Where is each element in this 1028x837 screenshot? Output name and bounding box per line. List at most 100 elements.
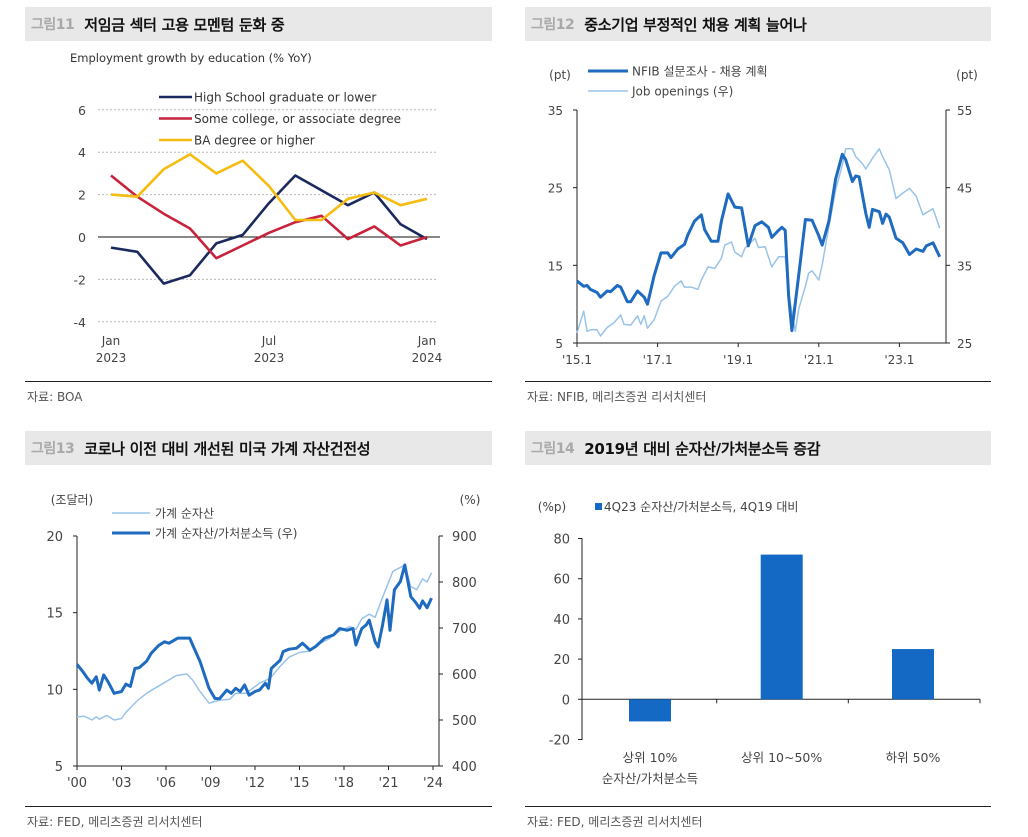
divider — [25, 381, 492, 382]
x-tick-label: '15 — [289, 776, 309, 791]
y-tick-label: 6 — [78, 103, 86, 118]
y-tick-label: 2 — [78, 188, 86, 203]
x-tick-label: 2024 — [412, 351, 443, 365]
y-tick-label-right: 900 — [452, 530, 477, 545]
source-note: 자료: FED, 메리츠증권 리서치센터 — [527, 815, 703, 829]
x-tick-label: '24 — [423, 776, 443, 791]
y-tick-label: 20 — [553, 653, 570, 668]
y-tick-label: -2 — [74, 272, 86, 287]
legend-label: 가계 순자산 — [155, 507, 214, 521]
series-line-1 — [75, 563, 433, 701]
y-tick-label-left: 25 — [548, 182, 563, 196]
legend-swatch — [595, 503, 602, 510]
series-line-1 — [576, 148, 941, 337]
y-tick-label: 80 — [553, 533, 570, 548]
x-tick-label: '18 — [334, 776, 354, 791]
y-tick-label: 60 — [553, 573, 570, 588]
y-tick-label-left: 35 — [548, 104, 563, 118]
figure-14-title-bar: 그림14 2019년 대비 순자산/가처분소득 증감 — [525, 431, 991, 465]
legend-label: Job openings (우) — [631, 85, 733, 99]
y-tick-label-right: 25 — [957, 337, 972, 351]
legend-label: BA degree or higher — [194, 134, 315, 148]
x-tick-label: '09 — [200, 776, 220, 791]
x-tick-label: '03 — [111, 776, 131, 791]
y-tick-label: 4 — [78, 145, 86, 160]
divider — [525, 381, 991, 382]
y-tick-label: 40 — [553, 613, 570, 628]
x-tick-label: '21 — [378, 776, 398, 791]
category-label: 순자산/가처분소득 — [602, 771, 698, 786]
y-tick-label-left: 15 — [46, 607, 63, 622]
source-note: 자료: FED, 메리츠증권 리서치센터 — [27, 815, 203, 829]
source-note: 자료: NFIB, 메리츠증권 리서치센터 — [527, 390, 707, 404]
y-tick-label: -4 — [74, 315, 87, 330]
legend-label: 4Q23 순자산/가처분소득, 4Q19 대비 — [604, 500, 798, 514]
left-axis-unit: (pt) — [549, 68, 571, 82]
figure-12-title-bar: 그림12 중소기업 부정적인 채용 계획 늘어나 — [525, 7, 991, 41]
y-tick-label-right: 400 — [452, 760, 477, 775]
y-tick-label-left: 10 — [46, 683, 63, 698]
y-tick-label-right: 800 — [452, 576, 477, 591]
bar — [892, 649, 934, 700]
y-tick-label-right: 500 — [452, 714, 477, 729]
figure-title: 코로나 이전 대비 개선된 미국 가계 자산건전성 — [84, 439, 371, 458]
x-tick-label: '00 — [67, 776, 87, 791]
figure-number: 그림11 — [31, 17, 75, 33]
x-tick-label: '17.1 — [643, 353, 673, 367]
figure-number: 그림12 — [531, 17, 575, 33]
source-note: 자료: BOA — [27, 390, 83, 404]
x-tick-label: '15.1 — [562, 353, 592, 367]
y-tick-label-left: 20 — [46, 530, 63, 545]
figure-title: 2019년 대비 순자산/가처분소득 증감 — [584, 439, 821, 458]
x-tick-label: '12 — [245, 776, 265, 791]
divider — [25, 806, 492, 807]
x-tick-label: 2023 — [254, 351, 285, 365]
y-tick-label: -20 — [549, 734, 570, 749]
series-line-0 — [76, 564, 433, 721]
x-tick-label: '19.1 — [723, 353, 753, 367]
y-tick-label: 0 — [78, 230, 86, 245]
y-tick-label-left: 5 — [55, 760, 63, 775]
y-tick-label-right: 700 — [452, 622, 477, 637]
right-axis-unit: (%) — [460, 493, 481, 507]
figure-13-title-bar: 그림13 코로나 이전 대비 개선된 미국 가계 자산건전성 — [25, 431, 492, 465]
figure-title: 저임금 섹터 고용 모멘텀 둔화 중 — [84, 15, 285, 34]
y-tick-label-right: 55 — [957, 104, 972, 118]
right-axis-unit: (pt) — [956, 68, 978, 82]
y-tick-label: 0 — [562, 693, 570, 708]
x-tick-label: '23.1 — [884, 353, 914, 367]
legend-label: NFIB 설문조사 - 채용 계획 — [632, 65, 768, 79]
x-tick-label: Jan — [417, 334, 437, 348]
legend-label: Some college, or associate degree — [194, 112, 401, 126]
x-tick-label: '06 — [156, 776, 176, 791]
x-tick-label: Jan — [101, 334, 121, 348]
figure-title: 중소기업 부정적인 채용 계획 늘어나 — [584, 15, 807, 34]
figure-11-title-bar: 그림11 저임금 섹터 고용 모멘텀 둔화 중 — [25, 7, 492, 41]
category-label: 하위 50% — [886, 750, 941, 765]
bar — [760, 554, 803, 700]
y-tick-label-right: 35 — [957, 259, 972, 273]
legend-label: 가계 순자산/가처분소득 (우) — [155, 527, 297, 541]
y-tick-label-right: 600 — [452, 668, 477, 683]
category-label: 상위 10% — [623, 750, 678, 765]
figure-number: 그림14 — [531, 441, 575, 457]
figure-number: 그림13 — [31, 441, 75, 457]
chart-title: Employment growth by education (% YoY) — [70, 51, 312, 65]
series-line-0 — [576, 152, 942, 333]
y-tick-label-right: 45 — [957, 182, 972, 196]
y-axis-unit: (%p) — [538, 500, 566, 514]
left-axis-unit: (조달러) — [51, 493, 93, 507]
y-tick-label-left: 5 — [555, 337, 563, 351]
divider — [525, 806, 991, 807]
x-tick-label: 2023 — [96, 351, 127, 365]
y-tick-label-left: 15 — [548, 259, 563, 273]
legend-label: High School graduate or lower — [194, 91, 376, 105]
x-tick-label: '21.1 — [804, 353, 834, 367]
bar — [629, 699, 671, 722]
x-tick-label: Jul — [261, 334, 276, 348]
category-label: 상위 10~50% — [741, 750, 822, 765]
